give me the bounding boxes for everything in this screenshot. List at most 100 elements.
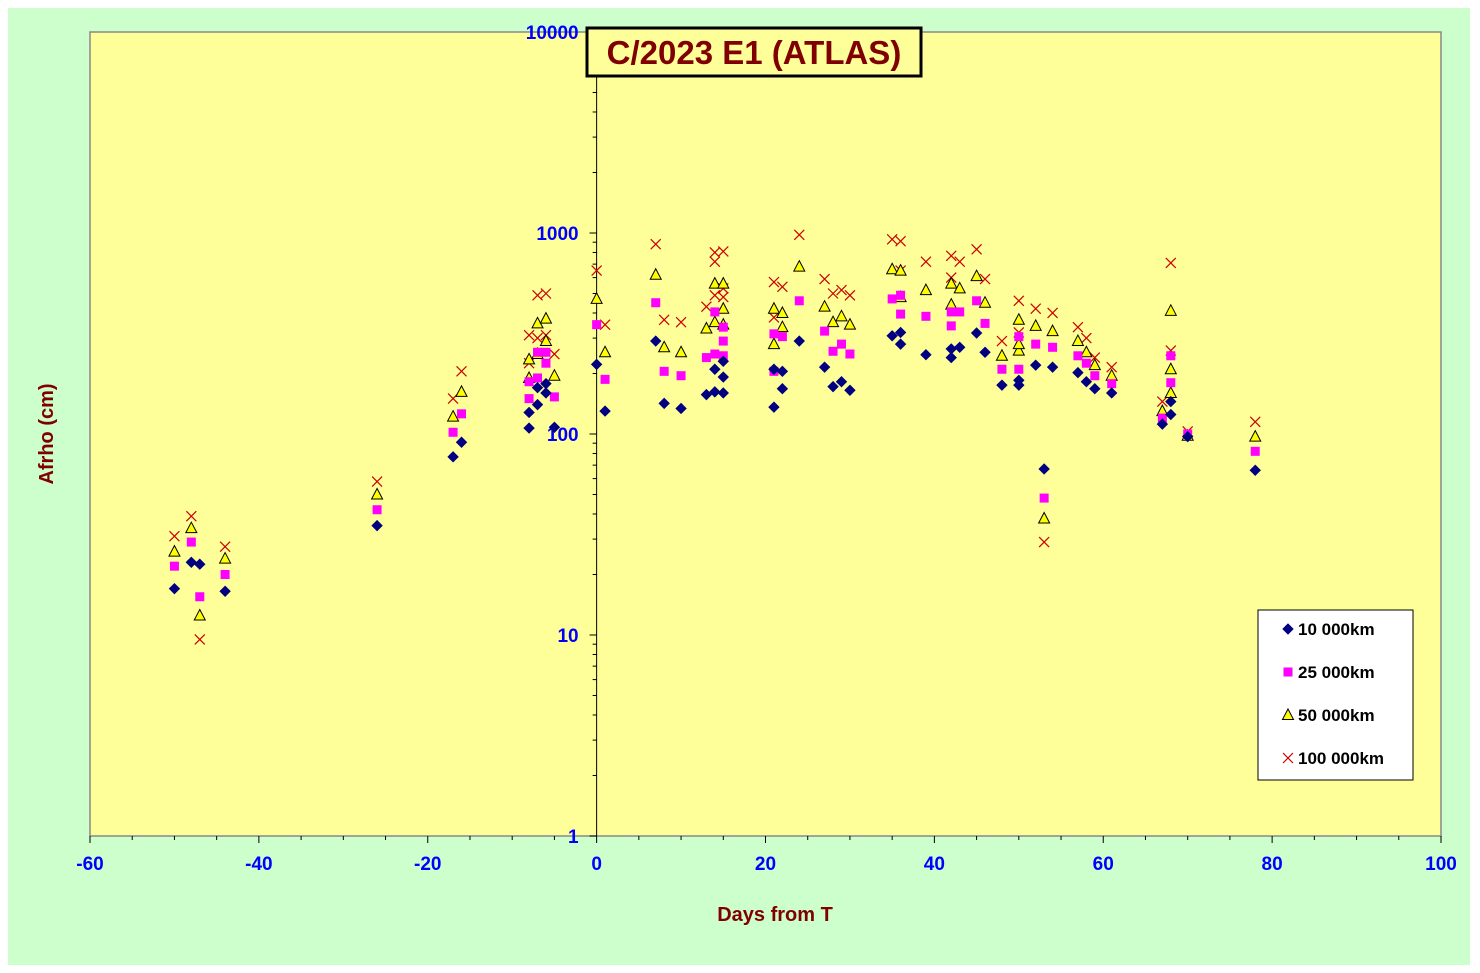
data-point-cross: [532, 289, 543, 301]
data-point-cross: [717, 291, 729, 303]
data-point-diamond: [953, 341, 966, 354]
series-diamond: [168, 326, 1261, 597]
legend: 10 000km 25 000km 50 000km 100 000km: [1257, 609, 1414, 781]
data-point-triangle: [843, 317, 857, 330]
data-point-cross: [700, 301, 712, 313]
data-point-cross: [548, 348, 560, 360]
data-point-triangle: [767, 301, 781, 314]
data-point-triangle: [700, 321, 713, 334]
data-point-square: [794, 296, 804, 306]
data-point-square: [710, 307, 720, 317]
data-point-cross: [971, 243, 983, 255]
chart-title-box: [585, 26, 923, 78]
data-point-cross: [793, 229, 805, 241]
data-point-diamond: [700, 388, 713, 401]
data-point-cross: [979, 273, 991, 285]
legend-marker-square: [1283, 667, 1293, 677]
data-point-diamond: [523, 406, 535, 419]
points-layer: [168, 229, 1262, 645]
data-point-square: [710, 349, 720, 359]
data-point-diamond: [1181, 430, 1194, 443]
data-point-square: [1014, 364, 1024, 374]
x-tick-label: 20: [755, 854, 776, 875]
data-point-square: [1157, 413, 1167, 423]
data-point-square: [372, 505, 382, 515]
y-tick-label: 1: [568, 827, 579, 848]
data-point-cross: [920, 256, 932, 268]
data-point-triangle: [168, 544, 181, 557]
data-point-cross: [776, 281, 788, 293]
data-point-square: [955, 307, 965, 317]
data-point-square: [1048, 342, 1058, 352]
data-point-triangle: [657, 340, 671, 353]
legend-marker-cross: [1282, 752, 1294, 764]
data-point-diamond: [590, 358, 603, 371]
chart-title-text: C/2023 E1 (ATLAS): [607, 34, 902, 71]
data-point-cross: [194, 634, 206, 645]
data-point-cross: [945, 250, 957, 262]
data-point-square: [600, 374, 610, 384]
data-point-cross: [658, 314, 670, 326]
data-point-square: [1014, 332, 1024, 342]
data-point-square: [524, 394, 534, 404]
data-point-triangle: [1012, 337, 1026, 350]
x-tick-label: 100: [1425, 854, 1457, 875]
x-tick-label: 40: [924, 854, 945, 875]
data-point-cross: [1089, 352, 1101, 364]
data-point-diamond: [185, 556, 198, 568]
data-point-cross: [599, 319, 611, 331]
data-point-triangle: [953, 281, 967, 294]
data-point-square: [659, 366, 669, 376]
data-point-diamond: [717, 371, 729, 383]
data-point-triangle: [590, 291, 603, 304]
data-point-diamond: [768, 363, 780, 375]
data-point-square: [828, 346, 838, 356]
y-tick-label: 10: [557, 626, 578, 647]
data-point-square: [836, 339, 846, 349]
x-tick-label: 80: [1262, 854, 1283, 875]
data-point-diamond: [844, 384, 856, 396]
legend-label: 25 000km: [1298, 663, 1375, 682]
x-tick-label: 0: [591, 854, 602, 875]
data-point-diamond: [531, 398, 544, 411]
data-point-square: [541, 358, 551, 368]
data-point-diamond: [1072, 366, 1084, 379]
data-point-triangle: [716, 301, 730, 314]
data-point-diamond: [717, 355, 729, 367]
data-point-triangle: [455, 384, 468, 397]
data-point-cross: [1156, 396, 1168, 407]
data-point-triangle: [548, 368, 561, 381]
data-point-diamond: [768, 401, 780, 413]
legend-label: 10 000km: [1298, 620, 1375, 639]
data-point-diamond: [447, 451, 459, 463]
data-point-triangle: [978, 295, 992, 308]
data-point-triangle: [539, 333, 553, 347]
data-point-square: [980, 318, 990, 328]
data-point-square: [1107, 379, 1117, 389]
data-point-diamond: [1105, 387, 1118, 399]
data-point-cross: [1165, 257, 1177, 269]
data-point-triangle: [776, 305, 789, 318]
data-point-diamond: [793, 335, 805, 347]
data-point-diamond: [835, 376, 848, 388]
x-tick-label: 60: [1093, 854, 1114, 875]
data-point-triangle: [885, 262, 899, 275]
data-point-diamond: [219, 585, 231, 597]
data-point-cross: [996, 335, 1008, 347]
data-point-triangle: [370, 487, 384, 500]
data-point-triangle: [708, 315, 722, 328]
data-point-diamond: [168, 582, 181, 595]
data-point-cross: [1030, 303, 1042, 315]
data-point-triangle: [1164, 303, 1178, 316]
data-point-triangle: [218, 551, 232, 564]
y-axis-title: Afrho (cm): [36, 383, 58, 484]
data-point-diamond: [1165, 395, 1177, 408]
data-point-diamond: [523, 422, 535, 434]
data-point-diamond: [827, 380, 839, 393]
data-point-diamond: [455, 436, 468, 448]
data-point-diamond: [776, 383, 789, 395]
data-point-square: [541, 347, 551, 357]
data-point-triangle: [835, 309, 848, 322]
data-point-square: [1081, 358, 1091, 368]
data-point-square: [769, 329, 779, 339]
